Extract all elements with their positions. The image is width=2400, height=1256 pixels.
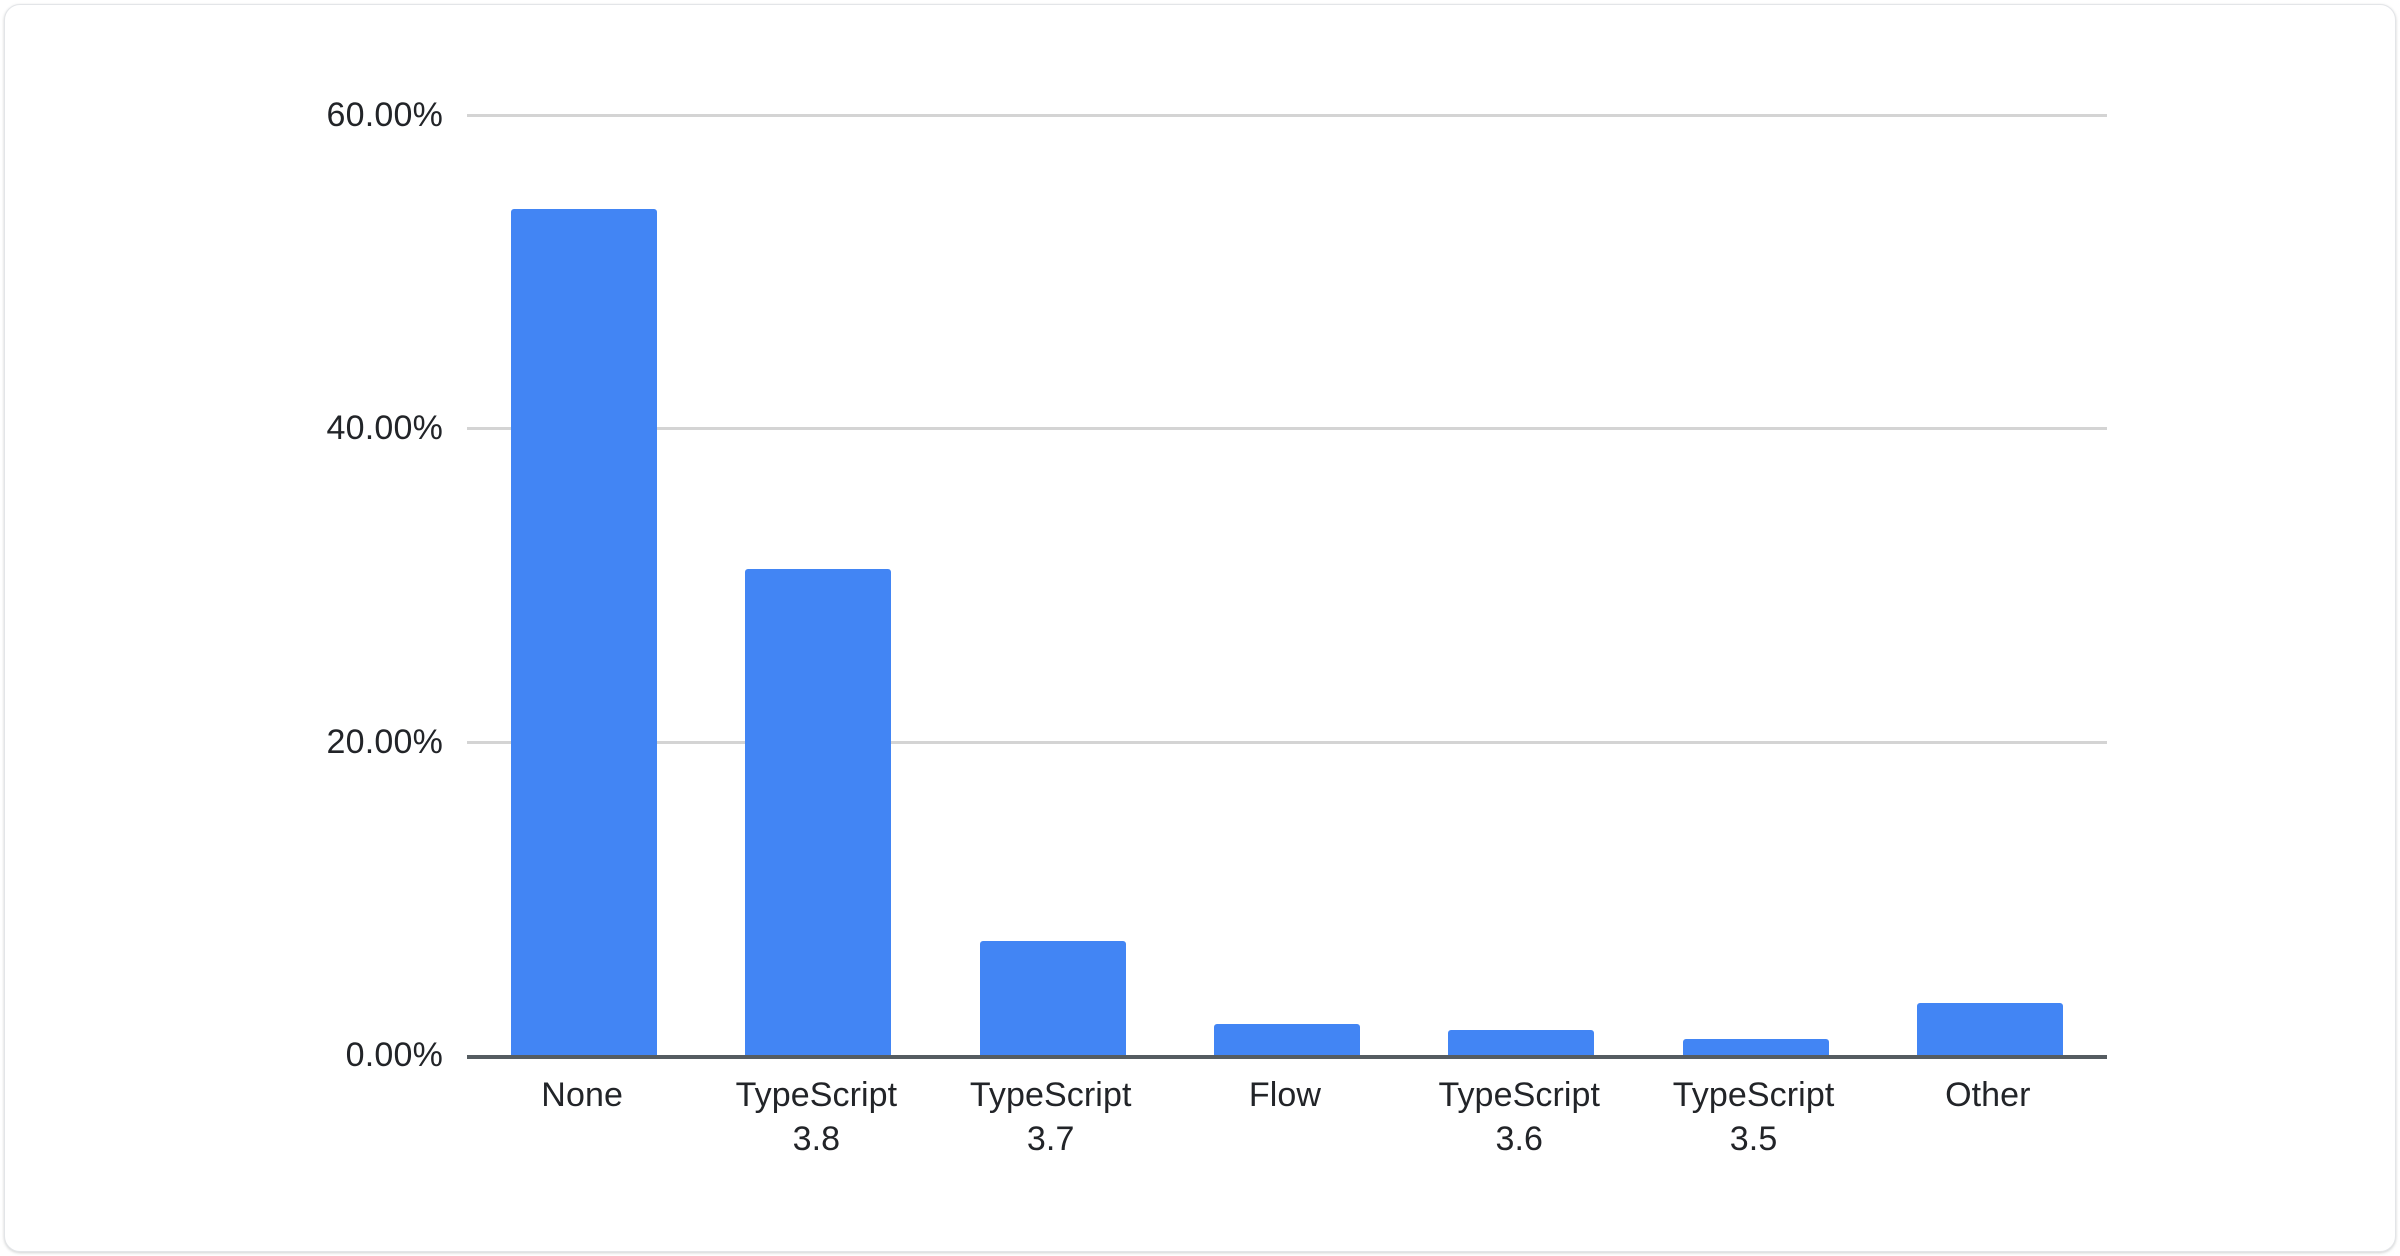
x-tick-label-line1: TypeScript <box>1672 1076 1835 1114</box>
x-tick-label-line1: TypeScript <box>1438 1076 1601 1114</box>
x-axis-line <box>467 1055 2107 1059</box>
x-tick-label: TypeScript 3.7 <box>934 1073 1168 1161</box>
x-tick-label: Flow <box>1168 1073 1402 1117</box>
x-tick-label-line1: TypeScript <box>969 1076 1132 1114</box>
x-tick-label-line1: Other <box>1945 1076 2031 1114</box>
x-tick-label: TypeScript 3.6 <box>1402 1073 1636 1161</box>
bar[interactable] <box>511 209 658 1055</box>
chart-card: 0.00% 20.00% 40.00% 60.00% None TypeScript 3.… <box>4 4 2396 1252</box>
bar[interactable] <box>979 940 1126 1055</box>
plot-area <box>467 114 2107 1055</box>
bar[interactable] <box>1916 1003 2063 1055</box>
y-tick-label: 40.00% <box>326 409 443 448</box>
y-tick-label: 60.00% <box>326 96 443 134</box>
x-tick-label: TypeScript 3.8 <box>699 1073 933 1161</box>
x-tick-label-line2: 3.8 <box>792 1120 841 1158</box>
bar[interactable] <box>1682 1039 1829 1055</box>
gridline <box>467 740 2107 744</box>
x-tick-label-line2: 3.7 <box>1026 1120 1075 1158</box>
bar[interactable] <box>745 569 892 1055</box>
x-tick-label: TypeScript 3.5 <box>1636 1073 1870 1161</box>
gridline <box>467 427 2107 431</box>
y-tick-label: 20.00% <box>326 722 443 761</box>
y-tick-label: 0.00% <box>345 1036 443 1074</box>
x-tick-label: Other <box>1871 1073 2105 1117</box>
x-tick-label-line1: None <box>541 1076 623 1114</box>
x-tick-label-line2: 3.6 <box>1495 1120 1544 1158</box>
x-tick-label-line1: TypeScript <box>735 1076 898 1114</box>
bar[interactable] <box>1448 1029 1595 1055</box>
x-tick-label-line1: Flow <box>1248 1076 1322 1114</box>
bar[interactable] <box>1214 1023 1360 1055</box>
x-tick-label-line2: 3.5 <box>1729 1120 1778 1158</box>
x-tick-label: None <box>465 1073 699 1117</box>
gridline <box>467 114 2107 117</box>
